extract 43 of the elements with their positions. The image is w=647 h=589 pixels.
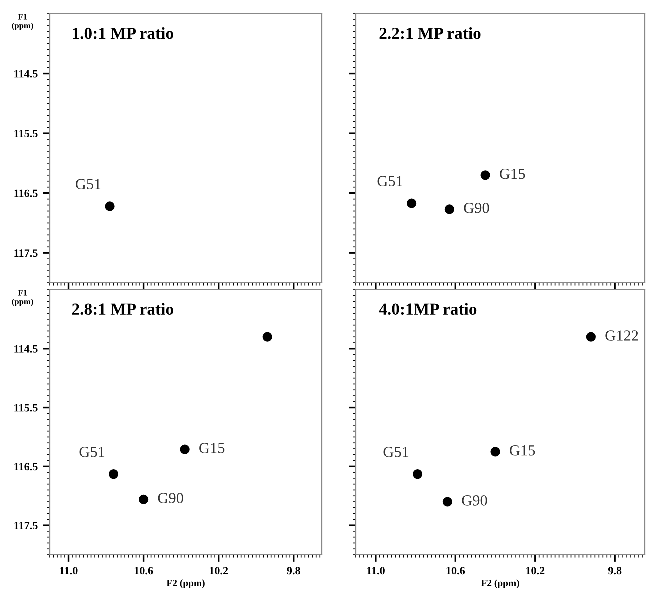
text: 4.0:1MP ratio	[379, 303, 477, 316]
x-tick-label: 11.0	[367, 567, 385, 575]
x-tick-label: 10.2	[210, 567, 228, 575]
text: 2.8:1 MP ratio	[72, 303, 174, 316]
y-axis-title: F1 (ppm)	[12, 290, 34, 306]
point	[412, 470, 423, 480]
annotation: G90	[464, 202, 490, 214]
y-axis-title: F1 (ppm)	[12, 14, 34, 30]
x-tick-label: 10.2	[526, 567, 545, 575]
x-axis-title: F2 (ppm)	[166, 580, 205, 588]
annotation: G51	[378, 176, 403, 187]
annotation: G51	[80, 447, 105, 458]
text: 1.0:1 MP ratio	[73, 27, 174, 40]
annotation: G51	[76, 179, 101, 190]
y-tick-label: 116.5	[14, 190, 38, 198]
point	[180, 444, 190, 454]
annotation: G15	[500, 168, 526, 180]
x-tick-label: 11.0	[60, 567, 78, 575]
y-tick-label: 115.5	[14, 404, 38, 412]
annotation: G90	[158, 493, 184, 504]
y-tick-label: 115.5	[14, 130, 38, 138]
y-tick-label: 114.5	[14, 70, 38, 78]
point	[586, 332, 596, 342]
annotation: G122	[606, 330, 638, 341]
point	[108, 470, 119, 480]
annotation: G15	[200, 443, 225, 454]
y-tick-label: 117.5	[14, 250, 38, 258]
point	[490, 447, 500, 457]
point	[442, 497, 452, 507]
x-tick-label: 10.6	[446, 567, 466, 575]
annotation: G51	[384, 447, 409, 458]
point	[262, 332, 272, 342]
annotation: G15	[510, 446, 536, 456]
point	[138, 494, 149, 504]
y-tick-label: 117.5	[14, 522, 38, 530]
x-tick-label: 10.6	[134, 567, 154, 575]
x-tick-label: 9.8	[287, 567, 300, 575]
x-axis-title: F2 (ppm)	[481, 580, 520, 588]
y-tick-label: 116.5	[14, 463, 38, 471]
text: 2.2:1 MP ratio	[380, 27, 481, 40]
x-tick-label: 9.8	[608, 567, 622, 575]
annotation: G90	[462, 496, 488, 506]
y-tick-label: 114.5	[14, 345, 38, 353]
